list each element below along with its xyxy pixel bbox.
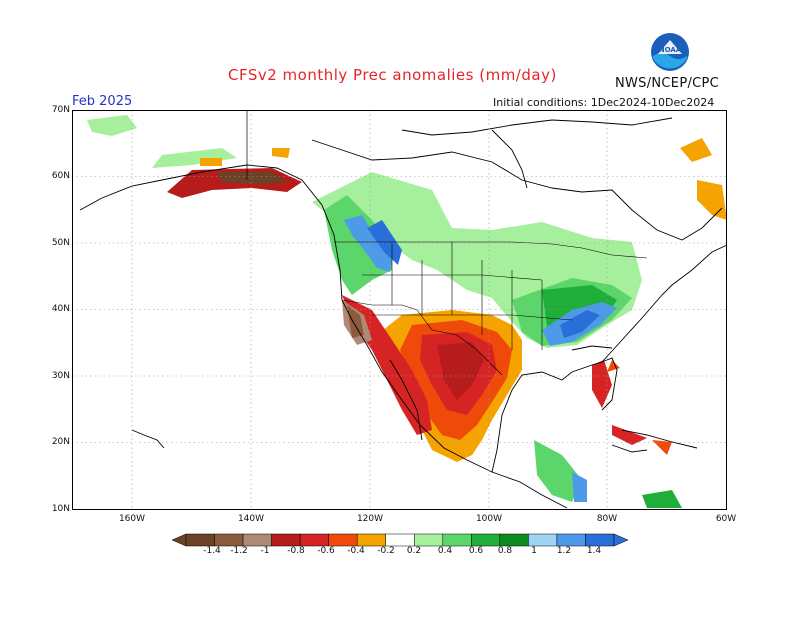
lat-label-30n: 30N xyxy=(51,371,70,381)
colorbar-swatch xyxy=(328,533,358,547)
lon-label-60w: 60W xyxy=(715,514,737,524)
colorbar-swatch xyxy=(585,533,615,547)
colorbar-swatch xyxy=(414,533,444,547)
cb-label: 0.6 xyxy=(468,546,484,556)
graticule xyxy=(72,110,727,510)
colorbar-left-arrow xyxy=(172,533,187,547)
colorbar-swatch xyxy=(356,533,386,547)
dry-anomaly-areas xyxy=(167,138,727,462)
colorbar-swatch xyxy=(556,533,586,547)
wet-anomaly-areas xyxy=(87,115,682,508)
colorbar-swatch xyxy=(271,533,301,547)
lon-label-120w: 120W xyxy=(356,514,384,524)
colorbar-swatch xyxy=(242,533,272,547)
cb-label: -0.6 xyxy=(317,546,335,556)
cb-label: -0.2 xyxy=(377,546,395,556)
colorbar-swatch xyxy=(385,533,415,547)
agency-label: NWS/NCEP/CPC xyxy=(615,76,720,91)
forecast-month: Feb 2025 xyxy=(72,94,133,109)
lon-label-140w: 140W xyxy=(237,514,265,524)
colorbar xyxy=(172,533,628,547)
colorbar-swatch xyxy=(471,533,501,547)
colorbar-right-arrow xyxy=(613,533,628,547)
lat-label-50n: 50N xyxy=(51,238,70,248)
colorbar-swatch xyxy=(442,533,472,547)
lat-label-40n: 40N xyxy=(51,304,70,314)
lat-label-70n: 70N xyxy=(51,105,70,115)
cb-label: -1.2 xyxy=(230,546,248,556)
colorbar-swatch xyxy=(499,533,529,547)
cb-label: -0.4 xyxy=(347,546,365,556)
lat-label-60n: 60N xyxy=(51,171,70,181)
colorbar-swatch xyxy=(528,533,558,547)
cb-label: 0.4 xyxy=(437,546,453,556)
noaa-logo: NOAA xyxy=(651,33,689,71)
cb-label: 1.2 xyxy=(556,546,572,556)
precip-anomaly-map xyxy=(72,110,727,510)
strong-wet-anomaly-areas xyxy=(344,215,617,502)
svg-text:NOAA: NOAA xyxy=(659,46,682,54)
colorbar-swatch xyxy=(299,533,329,547)
cb-label: 1.4 xyxy=(586,546,602,556)
colorbar-swatch xyxy=(185,533,215,547)
colorbar-swatch xyxy=(214,533,244,547)
cb-label: 1 xyxy=(531,546,537,556)
political-borders xyxy=(334,241,648,376)
map-frame xyxy=(72,110,727,510)
cb-label: -0.8 xyxy=(287,546,305,556)
lon-label-80w: 80W xyxy=(596,514,618,524)
cb-label: -1.4 xyxy=(203,546,221,556)
lat-label-20n: 20N xyxy=(51,437,70,447)
cb-label: 0.2 xyxy=(406,546,422,556)
cb-label: 0.8 xyxy=(497,546,513,556)
lat-label-10n: 10N xyxy=(51,504,70,514)
cb-label: -1 xyxy=(260,546,270,556)
initial-conditions: Initial conditions: 1Dec2024-10Dec2024 xyxy=(493,96,715,109)
lon-label-100w: 100W xyxy=(475,514,503,524)
lon-label-160w: 160W xyxy=(118,514,146,524)
